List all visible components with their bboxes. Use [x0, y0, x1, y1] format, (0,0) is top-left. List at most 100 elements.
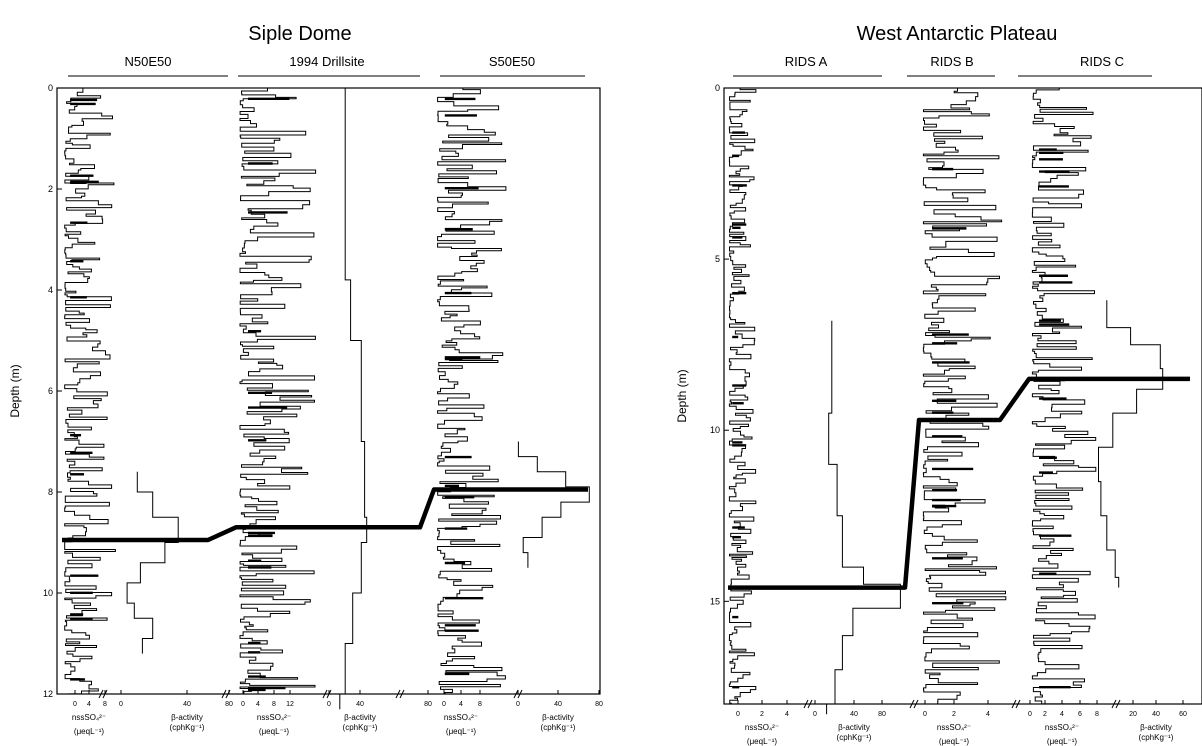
nss-so4-profile	[728, 87, 757, 704]
x-axis-label-nss: (μeqL⁻¹)	[446, 727, 477, 736]
x-axis-label-nss: nssSO₄²⁻	[745, 723, 779, 732]
x-tick-label: 2	[952, 711, 956, 718]
y-tick-label: 2	[48, 184, 53, 194]
axis-break-mark	[517, 689, 523, 699]
site-label: RIDS C	[1080, 54, 1124, 69]
axis-break-mark	[1111, 699, 1117, 709]
x-tick-label: 4	[785, 711, 789, 718]
axis-break-mark	[909, 699, 915, 709]
x-tick-label: 6	[1078, 711, 1082, 718]
axis-break-mark	[1015, 699, 1021, 709]
x-tick-label: 80	[424, 701, 432, 708]
site-label: RIDS A	[785, 54, 828, 69]
x-tick-label: 60	[1179, 711, 1187, 718]
site-label: 1994 Drillsite	[289, 54, 364, 69]
x-tick-label: 40	[554, 701, 562, 708]
x-axis-label-beta: (cphKg⁻¹)	[170, 723, 205, 732]
axis-break-mark	[98, 689, 104, 699]
x-axis-label-nss: (μeqL⁻¹)	[259, 727, 290, 736]
x-tick-label: 40	[850, 711, 858, 718]
x-tick-label: 0	[73, 701, 77, 708]
axis-break-mark	[807, 699, 813, 709]
x-axis-label-beta: β-activity	[344, 713, 376, 722]
x-tick-label: 4	[986, 711, 990, 718]
x-tick-label: 4	[459, 701, 463, 708]
x-axis-label-nss: (μeqL⁻¹)	[74, 727, 105, 736]
beta-activity-profile	[826, 320, 901, 715]
beta-horizon-correlation-line	[62, 487, 588, 543]
x-axis-label-beta: (cphKg⁻¹)	[1139, 733, 1174, 742]
x-tick-label: 12	[286, 701, 294, 708]
plot-frame	[723, 87, 1202, 705]
y-tick-label: 6	[48, 386, 53, 396]
site-rids-c: RIDS C 0 2 4 6 8 20 40 60 nssSO₄²⁻ (μeqL⁻¹) β-activ…	[1018, 54, 1187, 746]
x-axis-label-beta: β-activity	[171, 713, 203, 722]
nss-so4-profile	[437, 87, 507, 694]
y-tick-label: 0	[48, 83, 53, 93]
y-tick-label: 4	[48, 285, 53, 295]
x-tick-label: 40	[1152, 711, 1160, 718]
x-tick-label: 4	[256, 701, 260, 708]
x-tick-label: 40	[183, 701, 191, 708]
y-tick-label: 12	[43, 689, 53, 699]
x-tick-label: 0	[327, 701, 331, 708]
x-axis-label-nss: nssSO₄²⁻	[444, 713, 478, 722]
site-label: N50E50	[125, 54, 172, 69]
beta-horizon-correlation-line	[728, 376, 1190, 590]
x-tick-label: 0	[516, 701, 520, 708]
y-tick-label: 10	[43, 588, 53, 598]
x-axis-label-nss: nssSO₄²⁻	[72, 713, 106, 722]
x-tick-label: 2	[1043, 711, 1047, 718]
x-tick-label: 8	[103, 701, 107, 708]
x-tick-label: 8	[272, 701, 276, 708]
y-tick-label: 10	[710, 425, 720, 435]
x-axis-label-beta: (cphKg⁻¹)	[541, 723, 576, 732]
x-tick-label: 0	[442, 701, 446, 708]
x-axis-label-beta: β-activity	[542, 713, 574, 722]
x-axis-label-beta: (cphKg⁻¹)	[837, 733, 872, 742]
y-tick-label: 15	[710, 596, 720, 606]
beta-activity-profile	[126, 471, 179, 654]
beta-activity-profile	[517, 441, 590, 568]
axis-break-mark	[395, 689, 401, 699]
x-tick-label: 20	[1129, 711, 1137, 718]
x-axis-label-nss: (μeqL⁻¹)	[939, 737, 970, 746]
axis-break-mark	[1011, 699, 1017, 709]
x-tick-label: 0	[119, 701, 123, 708]
x-tick-label: 2	[760, 711, 764, 718]
beta-activity-profile	[339, 88, 368, 710]
x-axis-label-beta: β-activity	[1140, 723, 1172, 732]
axis-break-mark	[399, 689, 405, 699]
y-tick-label: 0	[715, 83, 720, 93]
x-axis-label-beta: (cphKg⁻¹)	[343, 723, 378, 732]
site-rids-a: RIDS A0 2 4 0 40 80nssSO₄²⁻(μeqL⁻¹)β-activity…	[728, 54, 901, 746]
x-tick-label: 80	[595, 701, 603, 708]
panel-west-antarctic-plateau: West Antarctic Plateau 0 5 10 15 Depth (m) RID…	[675, 23, 1202, 746]
x-tick-label: 0	[241, 701, 245, 708]
x-axis-label-nss: (μeqL⁻¹)	[747, 737, 778, 746]
axis-break-mark	[513, 689, 519, 699]
x-tick-label: 0	[1028, 711, 1032, 718]
nss-so4-profile	[239, 87, 317, 694]
chart-title: West Antarctic Plateau	[857, 23, 1058, 45]
axis-break-mark	[322, 689, 328, 699]
site-label: RIDS B	[930, 54, 973, 69]
x-tick-label: 80	[225, 701, 233, 708]
axis-break-mark	[221, 689, 227, 699]
x-tick-label: 8	[1095, 711, 1099, 718]
y-tick-label: 5	[715, 254, 720, 264]
x-tick-label: 0	[923, 711, 927, 718]
x-axis-label-nss: nssSO₄²⁻	[937, 723, 971, 732]
axis-break-mark	[803, 699, 809, 709]
x-tick-label: 40	[356, 701, 364, 708]
x-axis-label-nss: (μeqL⁻¹)	[1047, 737, 1078, 746]
x-tick-label: 4	[87, 701, 91, 708]
site-rids-b: RIDS B 0 2 4 nssSO₄²⁻ (μeqL⁻¹)	[907, 54, 1007, 746]
x-axis-label-beta: β-activity	[838, 723, 870, 732]
nss-so4-profile	[922, 87, 1007, 704]
y-axis-label: Depth (m)	[8, 364, 22, 417]
